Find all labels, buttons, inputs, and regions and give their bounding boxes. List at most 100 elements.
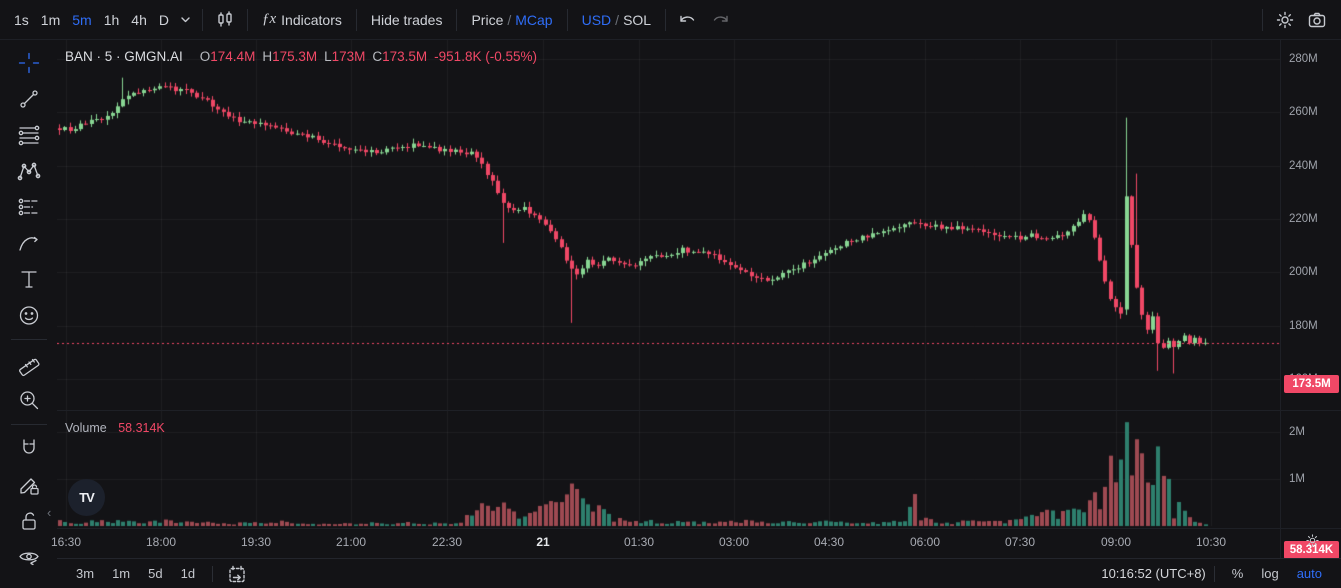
volume-tick-label: 1M [1289,473,1305,485]
drawing-toolbar [0,40,57,588]
time-tick-label: 01:30 [623,535,655,549]
price-tick-label: 200M [1289,266,1318,279]
trend-line-icon [19,90,38,108]
volume-value: 58.314K [118,421,165,435]
price-tick-label: 180M [1289,319,1318,332]
price-tick-label: 240M [1289,159,1318,172]
sol-option: SOL [623,11,652,28]
volume-tick-label: 2M [1289,426,1305,438]
range-button-1d[interactable]: 1d [180,566,196,581]
range-group: 3m 1m 5d 1d [67,566,204,581]
slash: / [507,11,512,28]
go-to-date-button[interactable] [221,560,253,588]
price-chart-canvas[interactable] [57,40,1280,528]
emoji-icon [19,306,38,325]
toolbar-collapse-icon[interactable]: ‹ [47,505,52,520]
range-button-1m[interactable]: 1m [112,566,131,581]
high-label: H [262,49,273,64]
toolbar-separator [355,8,357,31]
top-toolbar: 1s 1m 5m 1h 4h D ƒx Indicators Hide trades Pr… [0,0,1341,40]
crosshair-icon [18,52,39,74]
time-tick-label: 10:30 [1195,535,1227,549]
time-tick-label: 03:00 [718,535,750,549]
time-tick-label: 04:30 [813,535,845,549]
axis-settings-button[interactable] [1305,533,1320,553]
text-icon [20,271,37,288]
pane-divider[interactable] [57,410,1341,411]
time-tick-label: 16:30 [50,535,82,549]
brush-tool[interactable] [10,225,48,261]
tradingview-watermark[interactable]: TV [68,479,105,516]
toolbar-separator [665,8,667,31]
toolbar-separator [212,565,214,582]
percent-scale-button[interactable]: % [1231,566,1244,581]
calendar-arrow-icon [229,565,245,582]
interval-button-5m[interactable]: 5m [72,11,92,28]
lock-all-drawings-icon [21,512,36,530]
auto-scale-button[interactable]: auto [1296,566,1322,581]
log-scale-button[interactable]: log [1261,566,1279,581]
price-option: Price [471,11,504,28]
price-axis[interactable]: 280M260M240M220M200M180M160M2M1M 173.5M … [1280,40,1341,559]
last-volume-label: 58.314K [1284,541,1339,559]
zoom-in-icon [19,391,38,410]
toolbar-separator [456,8,458,31]
lock-all-drawings-tool[interactable] [10,503,48,539]
redo-icon [713,15,728,22]
hide-drawings-tool[interactable] [10,539,48,575]
magnet-tool[interactable] [10,431,48,467]
time-axis-corner [1280,528,1341,558]
time-tick-label: 09:00 [1100,535,1132,549]
interval-button-d[interactable]: D [158,11,169,28]
time-tick-label: 06:00 [909,535,941,549]
xabcd-pattern-tool[interactable] [10,153,48,189]
time-tick-label: 21 [536,535,550,549]
chart-style-button[interactable] [209,6,241,34]
close-label: C [372,49,383,64]
emoji-tool[interactable] [10,297,48,333]
symbol-title[interactable]: BAN · 5 · GMGN.AI [65,49,183,64]
toolbar-separator [201,8,203,31]
undo-button[interactable] [672,6,704,34]
clock-timezone-button[interactable]: 10:16:52 (UTC+8) [1101,566,1206,581]
fib-retracement-tool[interactable] [10,117,48,153]
trend-line-tool[interactable] [10,81,48,117]
fib-retracement-icon [18,125,39,146]
price-mcap-toggle[interactable]: Price / MCap [463,6,560,34]
interval-dropdown-button[interactable] [175,6,196,34]
crosshair-tool[interactable] [10,45,48,81]
chevron-down-icon [181,16,190,22]
interval-button-1s[interactable]: 1s [14,11,29,28]
text-tool[interactable] [10,261,48,297]
screenshot-button[interactable] [1301,6,1333,34]
toolbar-separator [1213,565,1215,582]
fx-icon: ƒx [261,11,277,27]
range-button-3m[interactable]: 3m [76,566,95,581]
interval-button-1h[interactable]: 1h [103,11,120,28]
ruler-icon [18,358,40,377]
redo-button[interactable] [704,6,736,34]
usd-sol-toggle[interactable]: USD / SOL [574,6,659,34]
low-value: 173M [331,49,366,64]
ruler-tool[interactable] [10,346,48,382]
drawing-lock-icon [19,478,39,495]
zoom-in-tool[interactable] [10,382,48,418]
interval-button-4h[interactable]: 4h [131,11,147,28]
toolbar-separator [246,8,248,31]
hide-trades-button[interactable]: Hide trades [370,11,443,28]
bottom-toolbar: 3m 1m 5d 1d 10:16:52 (UTC+8) % log auto [57,558,1341,588]
interval-button-1m[interactable]: 1m [40,11,61,28]
last-price-label: 173.5M [1284,375,1339,393]
camera-icon [1308,12,1326,27]
price-tick-label: 220M [1289,212,1318,225]
time-tick-label: 21:00 [335,535,367,549]
time-tick-label: 19:30 [240,535,272,549]
volume-legend: Volume 58.314K [65,421,165,435]
time-axis[interactable]: 16:30 18:00 19:30 21:00 22:30 21 01:30 03:00 04:… [51,528,1280,558]
long-position-tool[interactable] [10,189,48,225]
settings-button[interactable] [1269,6,1301,34]
open-label: O [199,49,211,64]
drawing-lock-tool[interactable] [10,467,48,503]
indicators-button[interactable]: ƒx Indicators [261,11,342,28]
range-button-5d[interactable]: 5d [148,566,163,581]
